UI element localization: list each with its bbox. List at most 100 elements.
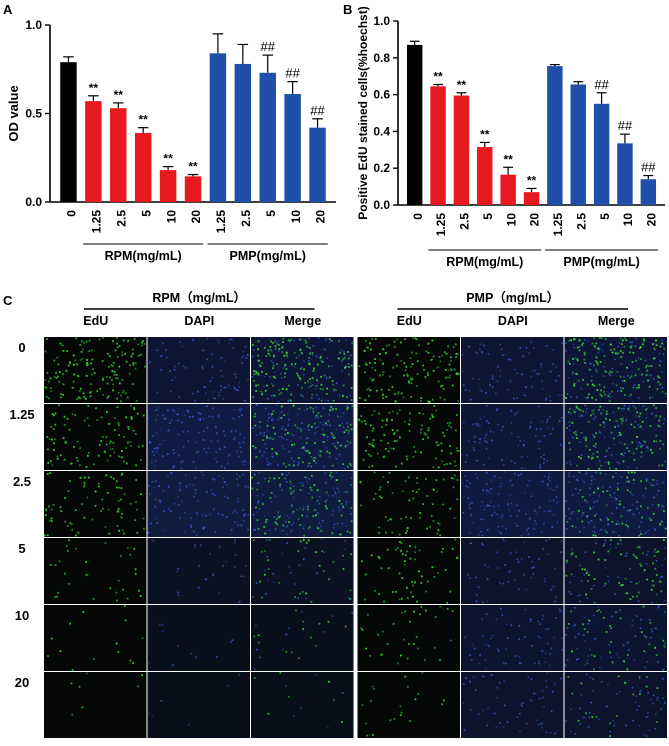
dapi-nucleus <box>605 455 607 457</box>
edu-positive-cell <box>92 598 95 600</box>
edu-positive-cell <box>50 520 53 522</box>
dapi-nucleus <box>322 424 325 426</box>
dapi-nucleus <box>286 515 288 517</box>
edu-positive-cell <box>358 365 361 367</box>
edu-positive-cell <box>370 443 373 446</box>
edu-positive-cell <box>134 362 137 365</box>
edu-positive-cell <box>274 451 277 454</box>
dapi-nucleus <box>499 343 501 346</box>
edu-positive-cell <box>125 360 128 363</box>
edu-positive-cell <box>630 345 633 348</box>
dapi-nucleus <box>258 482 260 484</box>
dapi-nucleus <box>148 485 150 487</box>
dapi-nucleus <box>548 476 550 479</box>
edu-positive-cell <box>400 359 403 362</box>
dapi-nucleus <box>299 427 302 430</box>
dapi-nucleus <box>623 452 626 454</box>
edu-positive-cell <box>608 400 611 403</box>
edu-positive-cell <box>427 351 430 354</box>
dapi-nucleus <box>544 580 546 583</box>
dapi-nucleus <box>519 439 522 442</box>
dapi-nucleus <box>597 606 600 609</box>
edu-positive-cell <box>403 374 405 377</box>
dapi-nucleus <box>658 580 661 583</box>
edu-positive-cell <box>53 449 55 451</box>
dapi-nucleus <box>187 430 189 433</box>
edu-positive-cell <box>640 564 643 567</box>
dapi-nucleus <box>285 520 287 523</box>
edu-positive-cell <box>66 417 69 420</box>
edu-positive-cell <box>344 365 347 368</box>
dapi-nucleus <box>154 480 157 483</box>
edu-positive-cell <box>111 370 114 373</box>
edu-positive-cell <box>455 429 457 432</box>
dapi-nucleus <box>220 357 223 359</box>
dapi-nucleus <box>261 455 264 457</box>
edu-positive-cell <box>424 659 426 661</box>
dapi-nucleus <box>496 366 499 368</box>
edu-positive-cell <box>565 559 568 562</box>
edu-positive-cell <box>615 467 617 470</box>
dapi-nucleus <box>181 345 184 348</box>
edu-positive-cell <box>275 518 278 520</box>
dapi-nucleus <box>345 503 348 506</box>
edu-positive-cell <box>403 362 406 365</box>
edu-positive-cell <box>366 346 369 349</box>
edu-positive-cell <box>293 352 296 354</box>
dapi-nucleus <box>628 409 630 412</box>
edu-positive-cell <box>129 364 131 367</box>
x-tick-label: 10 <box>504 213 518 227</box>
dapi-nucleus <box>572 343 575 346</box>
dapi-nucleus <box>172 466 175 469</box>
dapi-nucleus <box>508 509 511 512</box>
edu-positive-cell <box>404 610 406 613</box>
edu-positive-cell <box>47 448 49 451</box>
edu-positive-cell <box>641 420 644 423</box>
edu-positive-cell <box>586 383 589 386</box>
edu-positive-cell <box>325 491 328 494</box>
dapi-nucleus <box>152 435 154 437</box>
dapi-nucleus <box>641 444 644 447</box>
edu-positive-cell <box>299 367 302 370</box>
edu-positive-cell <box>648 365 650 367</box>
edu-positive-cell <box>621 343 623 345</box>
dapi-nucleus <box>177 503 180 506</box>
edu-positive-cell <box>330 339 333 342</box>
edu-positive-cell <box>400 392 403 395</box>
edu-positive-cell <box>609 539 612 541</box>
edu-positive-cell <box>365 363 368 366</box>
edu-positive-cell <box>281 473 284 476</box>
edu-positive-cell <box>273 354 275 357</box>
dapi-nucleus <box>560 677 562 680</box>
y-tick-label: 0.8 <box>373 51 390 65</box>
dapi-nucleus <box>617 482 619 485</box>
edu-positive-cell <box>50 637 53 640</box>
dapi-nucleus <box>490 488 492 490</box>
edu-positive-cell <box>255 370 258 373</box>
edu-positive-cell <box>370 554 373 557</box>
dapi-nucleus <box>596 500 598 502</box>
edu-positive-cell <box>368 453 370 456</box>
edu-positive-cell <box>444 569 447 571</box>
dapi-nucleus <box>314 432 317 434</box>
dapi-nucleus <box>314 673 317 676</box>
nuclei-haze <box>251 672 354 738</box>
dapi-nucleus <box>617 576 619 579</box>
dapi-nucleus <box>530 421 532 424</box>
dapi-nucleus <box>192 338 195 341</box>
dapi-nucleus <box>587 521 590 524</box>
dapi-nucleus <box>332 527 335 529</box>
edu-positive-cell <box>363 349 366 352</box>
edu-positive-cell <box>650 588 653 591</box>
dapi-nucleus <box>599 432 602 434</box>
micrograph-cell <box>357 605 460 671</box>
dapi-nucleus <box>177 433 180 436</box>
dapi-nucleus <box>323 551 325 553</box>
row-label: 20 <box>15 675 29 690</box>
edu-positive-cell <box>411 351 413 354</box>
edu-positive-cell <box>642 343 644 346</box>
edu-positive-cell <box>454 343 457 346</box>
edu-positive-cell <box>391 419 393 421</box>
dapi-nucleus <box>540 363 542 365</box>
edu-positive-cell <box>593 601 596 604</box>
